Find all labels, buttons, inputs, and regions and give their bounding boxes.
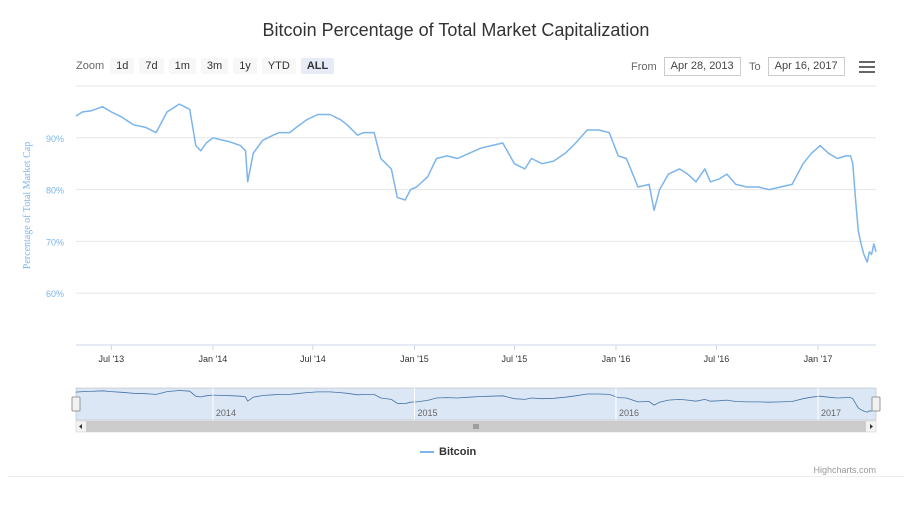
to-date-input[interactable]: Apr 16, 2017	[767, 57, 845, 76]
navigator-left-handle[interactable]	[71, 396, 81, 412]
range-from: From Apr 28, 2013	[631, 57, 741, 76]
zoom-3m-button[interactable]: 3m	[200, 58, 229, 74]
y-tick-label: 70%	[46, 237, 64, 247]
navigator-series-line	[75, 390, 877, 413]
navigator-selection	[75, 387, 877, 421]
x-tick-label: Jan '17	[804, 354, 833, 364]
x-tick-label: Jan '14	[199, 354, 228, 364]
x-tick-label: Jan '15	[400, 354, 429, 364]
chart-title: Bitcoin Percentage of Total Market Capit…	[262, 20, 650, 40]
navigator-tick-label: 2015	[417, 408, 437, 418]
zoom-toolbar: Zoom 1d 7d 1m 3m 1y YTD ALL	[76, 57, 339, 75]
x-tick-label: Jul '13	[98, 354, 124, 364]
zoom-all-button[interactable]: ALL	[300, 58, 335, 74]
x-tick-label: Jul '15	[502, 354, 528, 364]
legend-item-bitcoin[interactable]: Bitcoin	[420, 446, 476, 458]
legend-label: Bitcoin	[439, 446, 477, 458]
from-label: From	[631, 60, 657, 73]
credits-link[interactable]: Highcharts.com	[813, 465, 876, 475]
hamburger-menu-icon[interactable]	[859, 61, 875, 73]
x-tick-label: Jan '16	[602, 354, 631, 364]
scroll-left-arrow-icon[interactable]	[79, 424, 82, 429]
navigator-tick-label: 2014	[216, 408, 236, 418]
zoom-label: Zoom	[76, 60, 105, 72]
y-tick-label: 60%	[46, 289, 64, 299]
y-axis-title: Percentage of Total Market Cap	[22, 142, 33, 269]
x-tick-label: Jul '14	[300, 354, 326, 364]
divider	[8, 476, 904, 477]
zoom-7d-button[interactable]: 7d	[139, 58, 164, 74]
legend-swatch	[420, 451, 434, 453]
to-label: To	[749, 60, 761, 73]
navigator-tick-label: 2016	[619, 408, 639, 418]
navigator-tick-label: 2017	[821, 408, 841, 418]
y-tick-label: 80%	[46, 186, 64, 196]
y-tick-label: 90%	[46, 134, 64, 144]
zoom-ytd-button[interactable]: YTD	[261, 58, 296, 74]
zoom-1d-button[interactable]: 1d	[110, 58, 135, 74]
navigator-right-handle[interactable]	[871, 396, 881, 412]
from-date-input[interactable]: Apr 28, 2013	[663, 57, 741, 76]
range-to: To Apr 16, 2017	[749, 57, 845, 76]
zoom-1m-button[interactable]: 1m	[168, 58, 196, 74]
scroll-right-arrow-icon[interactable]	[870, 424, 873, 429]
x-tick-label: Jul '16	[704, 354, 730, 364]
zoom-1y-button[interactable]: 1y	[233, 58, 257, 74]
series-line-bitcoin	[75, 103, 877, 263]
